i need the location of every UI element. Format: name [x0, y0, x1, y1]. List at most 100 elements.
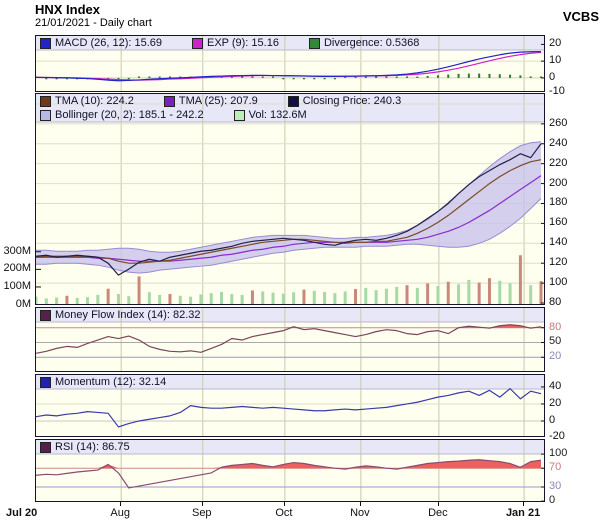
- legend-label: Closing Price: 240.3: [302, 95, 402, 107]
- y-axis-tick-label: 10: [549, 54, 562, 67]
- tma-10-line: [36, 159, 542, 264]
- momentum-legend: Momentum (12): 32.14: [36, 375, 544, 389]
- legend-label: Momentum (12): 32.14: [55, 376, 167, 388]
- divergence-hist: [36, 73, 542, 80]
- x-axis-label: Jul 20: [6, 507, 38, 519]
- x-axis-tick: [359, 502, 361, 506]
- momentum-swatch-icon: [40, 376, 51, 388]
- y-axis-tick-label: 70: [549, 461, 562, 474]
- legend-item: TMA (25): 207.9: [163, 95, 258, 107]
- legend-label: MACD (26, 12): 15.69: [55, 37, 162, 49]
- tma10-swatch-icon: [40, 95, 51, 107]
- rsi-line: [36, 459, 542, 489]
- rsi-swatch-icon: [40, 441, 51, 453]
- y-axis-tick-label: -20: [549, 430, 565, 442]
- x-axis-tick: [523, 502, 525, 506]
- y-axis-tick-label: 30: [549, 480, 562, 492]
- legend-item: Closing Price: 240.3: [287, 95, 402, 107]
- y-axis-tick-label: 200: [549, 176, 568, 189]
- mfi-swatch-icon: [40, 309, 51, 321]
- main-legend: TMA (10): 224.2 TMA (25): 207.9 Closing Pr…: [36, 94, 544, 122]
- legend-item: Money Flow Index (14): 82.32: [40, 309, 201, 321]
- volume-axis-tick-label: 100M: [3, 279, 31, 292]
- x-axis-label: Dec: [428, 507, 448, 519]
- y-axis-tick-label: 0: [549, 494, 556, 507]
- y-axis-tick-label: 50: [549, 335, 562, 348]
- x-axis-tick: [283, 502, 285, 506]
- y-axis-tick-label: 80: [549, 296, 562, 308]
- x-axis-tick: [437, 502, 439, 506]
- bollinger-swatch-icon: [40, 109, 51, 121]
- momentum-line: [36, 388, 542, 428]
- y-axis-tick-label: 40: [549, 379, 562, 392]
- macd-legend: MACD (26, 12): 15.69 EXP (9): 15.16 Diverg…: [36, 36, 544, 50]
- y-axis-tick-label: 80: [549, 320, 562, 333]
- mfi-legend: Money Flow Index (14): 82.32: [36, 308, 544, 322]
- legend-label: Bollinger (20, 2): 185.1 - 242.2: [55, 109, 204, 121]
- rsi-legend: RSI (14): 86.75: [36, 440, 544, 454]
- bollinger-band-band: [36, 141, 542, 274]
- momentum-panel: Momentum (12): 32.14: [35, 374, 545, 437]
- y-axis-tick-label: 220: [549, 156, 568, 169]
- volume-swatch-icon: [233, 109, 245, 121]
- legend-item: Divergence: 0.5368: [308, 37, 420, 49]
- main-panel: TMA (10): 224.2 TMA (25): 207.9 Closing Pr…: [35, 93, 545, 305]
- macd-swatch-icon: [40, 37, 51, 49]
- x-axis-tick: [120, 502, 122, 506]
- page-title: HNX Index: [35, 2, 101, 17]
- money-flow-index-line: [36, 324, 542, 354]
- x-axis-label: Oct: [275, 507, 293, 519]
- macd-line: [36, 50, 542, 82]
- exp-swatch-icon: [192, 37, 203, 49]
- y-axis-tick-label: 0: [549, 413, 556, 426]
- volume-axis-tick-label: 300M: [3, 244, 31, 257]
- y-axis-tick-label: 20: [549, 396, 562, 409]
- macd-panel: MACD (26, 12): 15.69 EXP (9): 15.16 Diverg…: [35, 35, 545, 92]
- y-axis-tick-label: 100: [549, 276, 568, 289]
- legend-label: TMA (10): 224.2: [55, 95, 134, 107]
- legend-item: EXP (9): 15.16: [192, 37, 279, 49]
- x-axis-label: Sep: [191, 507, 212, 519]
- closing-price-swatch-icon: [287, 95, 299, 107]
- legend-label: Money Flow Index (14): 82.32: [55, 309, 201, 321]
- volume-bars: [36, 255, 543, 304]
- legend-item: MACD (26, 12): 15.69: [40, 37, 162, 49]
- legend-item: TMA (10): 224.2: [40, 95, 134, 107]
- y-axis-tick-label: 20: [549, 37, 562, 50]
- volume-axis-tick-label: 200M: [3, 262, 31, 275]
- y-axis-tick-label: 0: [549, 70, 556, 83]
- legend-item: Momentum (12): 32.14: [40, 376, 166, 388]
- y-axis-tick-label: 120: [549, 256, 568, 269]
- legend-label: Vol: 132.6M: [248, 109, 307, 121]
- x-axis-label: Nov: [350, 507, 370, 519]
- legend-label: RSI (14): 86.75: [55, 441, 130, 453]
- y-axis-tick-label: -10: [549, 85, 565, 97]
- legend-item: RSI (14): 86.75: [40, 441, 130, 453]
- y-axis-tick-label: 140: [549, 236, 568, 249]
- y-axis-tick-label: 260: [549, 116, 568, 129]
- legend-label: TMA (25): 207.9: [178, 95, 258, 107]
- legend-item: Vol: 132.6M: [233, 109, 307, 121]
- closing-price-line: [36, 143, 542, 276]
- tma-25-line: [36, 175, 542, 262]
- legend-item: Bollinger (20, 2): 185.1 - 242.2: [40, 109, 204, 121]
- tma25-swatch-icon: [163, 95, 175, 107]
- brand-logo: VCBS: [562, 9, 599, 24]
- y-axis-tick-label: 160: [549, 216, 568, 229]
- legend-label: EXP (9): 15.16: [207, 37, 279, 49]
- volume-axis-tick-label: 0M: [15, 297, 31, 310]
- divergence-swatch-icon: [308, 37, 320, 49]
- x-axis-tick: [201, 502, 203, 506]
- y-axis-tick-label: 240: [549, 136, 568, 149]
- mfi-panel: Money Flow Index (14): 82.32: [35, 307, 545, 372]
- x-axis-label: Aug: [110, 507, 130, 519]
- rsi-panel: RSI (14): 86.75: [35, 439, 545, 502]
- legend-label: Divergence: 0.5368: [323, 37, 420, 49]
- y-axis-tick-label: 100: [549, 447, 568, 460]
- y-axis-tick-label: 180: [549, 196, 568, 209]
- chart-subtitle: 21/01/2021 - Daily chart: [35, 17, 152, 29]
- y-axis-tick-label: 20: [549, 350, 562, 363]
- x-axis-label: Jan 21: [505, 507, 541, 519]
